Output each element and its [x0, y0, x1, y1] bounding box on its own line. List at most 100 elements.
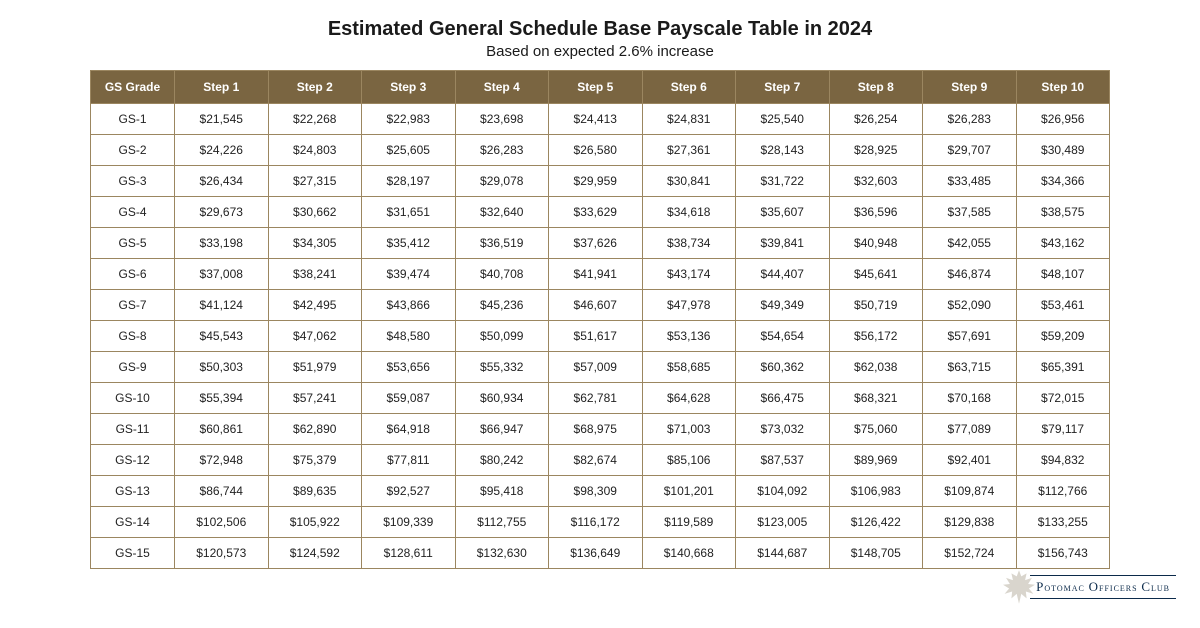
cell-value: $129,838	[923, 507, 1017, 538]
cell-value: $51,979	[268, 352, 362, 383]
cell-value: $50,303	[175, 352, 269, 383]
cell-value: $53,136	[642, 321, 736, 352]
cell-value: $123,005	[736, 507, 830, 538]
cell-value: $80,242	[455, 445, 549, 476]
cell-grade: GS-6	[91, 259, 175, 290]
cell-value: $148,705	[829, 538, 923, 569]
cell-value: $35,412	[362, 228, 456, 259]
cell-value: $109,874	[923, 476, 1017, 507]
cell-value: $77,089	[923, 414, 1017, 445]
cell-value: $38,241	[268, 259, 362, 290]
cell-value: $124,592	[268, 538, 362, 569]
logo: Potomac Officers Club	[1000, 568, 1176, 606]
table-row: GS-1$21,545$22,268$22,983$23,698$24,413$…	[91, 104, 1110, 135]
cell-value: $22,983	[362, 104, 456, 135]
cell-grade: GS-10	[91, 383, 175, 414]
cell-value: $57,009	[549, 352, 643, 383]
cell-value: $26,434	[175, 166, 269, 197]
col-grade: GS Grade	[91, 71, 175, 104]
cell-value: $45,236	[455, 290, 549, 321]
cell-value: $21,545	[175, 104, 269, 135]
cell-grade: GS-14	[91, 507, 175, 538]
cell-value: $53,656	[362, 352, 456, 383]
table-row: GS-3$26,434$27,315$28,197$29,078$29,959$…	[91, 166, 1110, 197]
cell-grade: GS-13	[91, 476, 175, 507]
cell-value: $133,255	[1016, 507, 1110, 538]
logo-text: Potomac Officers Club	[1030, 575, 1176, 599]
cell-value: $75,379	[268, 445, 362, 476]
cell-value: $62,890	[268, 414, 362, 445]
col-step-4: Step 4	[455, 71, 549, 104]
cell-grade: GS-8	[91, 321, 175, 352]
cell-value: $26,254	[829, 104, 923, 135]
cell-value: $98,309	[549, 476, 643, 507]
cell-value: $26,580	[549, 135, 643, 166]
cell-value: $31,722	[736, 166, 830, 197]
cell-value: $30,841	[642, 166, 736, 197]
cell-value: $92,401	[923, 445, 1017, 476]
table-row: GS-9$50,303$51,979$53,656$55,332$57,009$…	[91, 352, 1110, 383]
cell-value: $23,698	[455, 104, 549, 135]
cell-value: $65,391	[1016, 352, 1110, 383]
table-header-row: GS GradeStep 1Step 2Step 3Step 4Step 5St…	[91, 71, 1110, 104]
cell-value: $120,573	[175, 538, 269, 569]
cell-value: $60,934	[455, 383, 549, 414]
cell-value: $34,305	[268, 228, 362, 259]
cell-value: $44,407	[736, 259, 830, 290]
col-step-2: Step 2	[268, 71, 362, 104]
cell-value: $106,983	[829, 476, 923, 507]
cell-value: $87,537	[736, 445, 830, 476]
cell-value: $116,172	[549, 507, 643, 538]
cell-value: $33,629	[549, 197, 643, 228]
payscale-table: GS GradeStep 1Step 2Step 3Step 4Step 5St…	[90, 70, 1110, 569]
cell-value: $30,489	[1016, 135, 1110, 166]
table-row: GS-2$24,226$24,803$25,605$26,283$26,580$…	[91, 135, 1110, 166]
cell-value: $54,654	[736, 321, 830, 352]
cell-value: $35,607	[736, 197, 830, 228]
cell-value: $24,413	[549, 104, 643, 135]
cell-value: $37,626	[549, 228, 643, 259]
cell-value: $62,781	[549, 383, 643, 414]
cell-value: $68,321	[829, 383, 923, 414]
cell-value: $33,485	[923, 166, 1017, 197]
cell-value: $24,226	[175, 135, 269, 166]
cell-value: $43,162	[1016, 228, 1110, 259]
cell-value: $46,607	[549, 290, 643, 321]
cell-value: $34,366	[1016, 166, 1110, 197]
cell-value: $33,198	[175, 228, 269, 259]
cell-value: $102,506	[175, 507, 269, 538]
cell-value: $140,668	[642, 538, 736, 569]
cell-value: $39,841	[736, 228, 830, 259]
table-row: GS-8$45,543$47,062$48,580$50,099$51,617$…	[91, 321, 1110, 352]
cell-value: $27,361	[642, 135, 736, 166]
cell-value: $26,956	[1016, 104, 1110, 135]
cell-value: $37,585	[923, 197, 1017, 228]
cell-grade: GS-7	[91, 290, 175, 321]
cell-value: $36,519	[455, 228, 549, 259]
table-row: GS-14$102,506$105,922$109,339$112,755$11…	[91, 507, 1110, 538]
cell-value: $24,803	[268, 135, 362, 166]
cell-value: $72,015	[1016, 383, 1110, 414]
cell-value: $22,268	[268, 104, 362, 135]
table-row: GS-4$29,673$30,662$31,651$32,640$33,629$…	[91, 197, 1110, 228]
table-body: GS-1$21,545$22,268$22,983$23,698$24,413$…	[91, 104, 1110, 569]
cell-value: $152,724	[923, 538, 1017, 569]
cell-grade: GS-15	[91, 538, 175, 569]
cell-value: $51,617	[549, 321, 643, 352]
cell-value: $82,674	[549, 445, 643, 476]
cell-value: $59,209	[1016, 321, 1110, 352]
cell-value: $66,475	[736, 383, 830, 414]
cell-value: $47,062	[268, 321, 362, 352]
table-header: GS GradeStep 1Step 2Step 3Step 4Step 5St…	[91, 71, 1110, 104]
col-step-6: Step 6	[642, 71, 736, 104]
cell-value: $40,948	[829, 228, 923, 259]
cell-value: $79,117	[1016, 414, 1110, 445]
cell-value: $72,948	[175, 445, 269, 476]
cell-value: $94,832	[1016, 445, 1110, 476]
cell-grade: GS-4	[91, 197, 175, 228]
cell-value: $92,527	[362, 476, 456, 507]
cell-value: $112,755	[455, 507, 549, 538]
cell-value: $109,339	[362, 507, 456, 538]
cell-value: $86,744	[175, 476, 269, 507]
cell-value: $29,078	[455, 166, 549, 197]
